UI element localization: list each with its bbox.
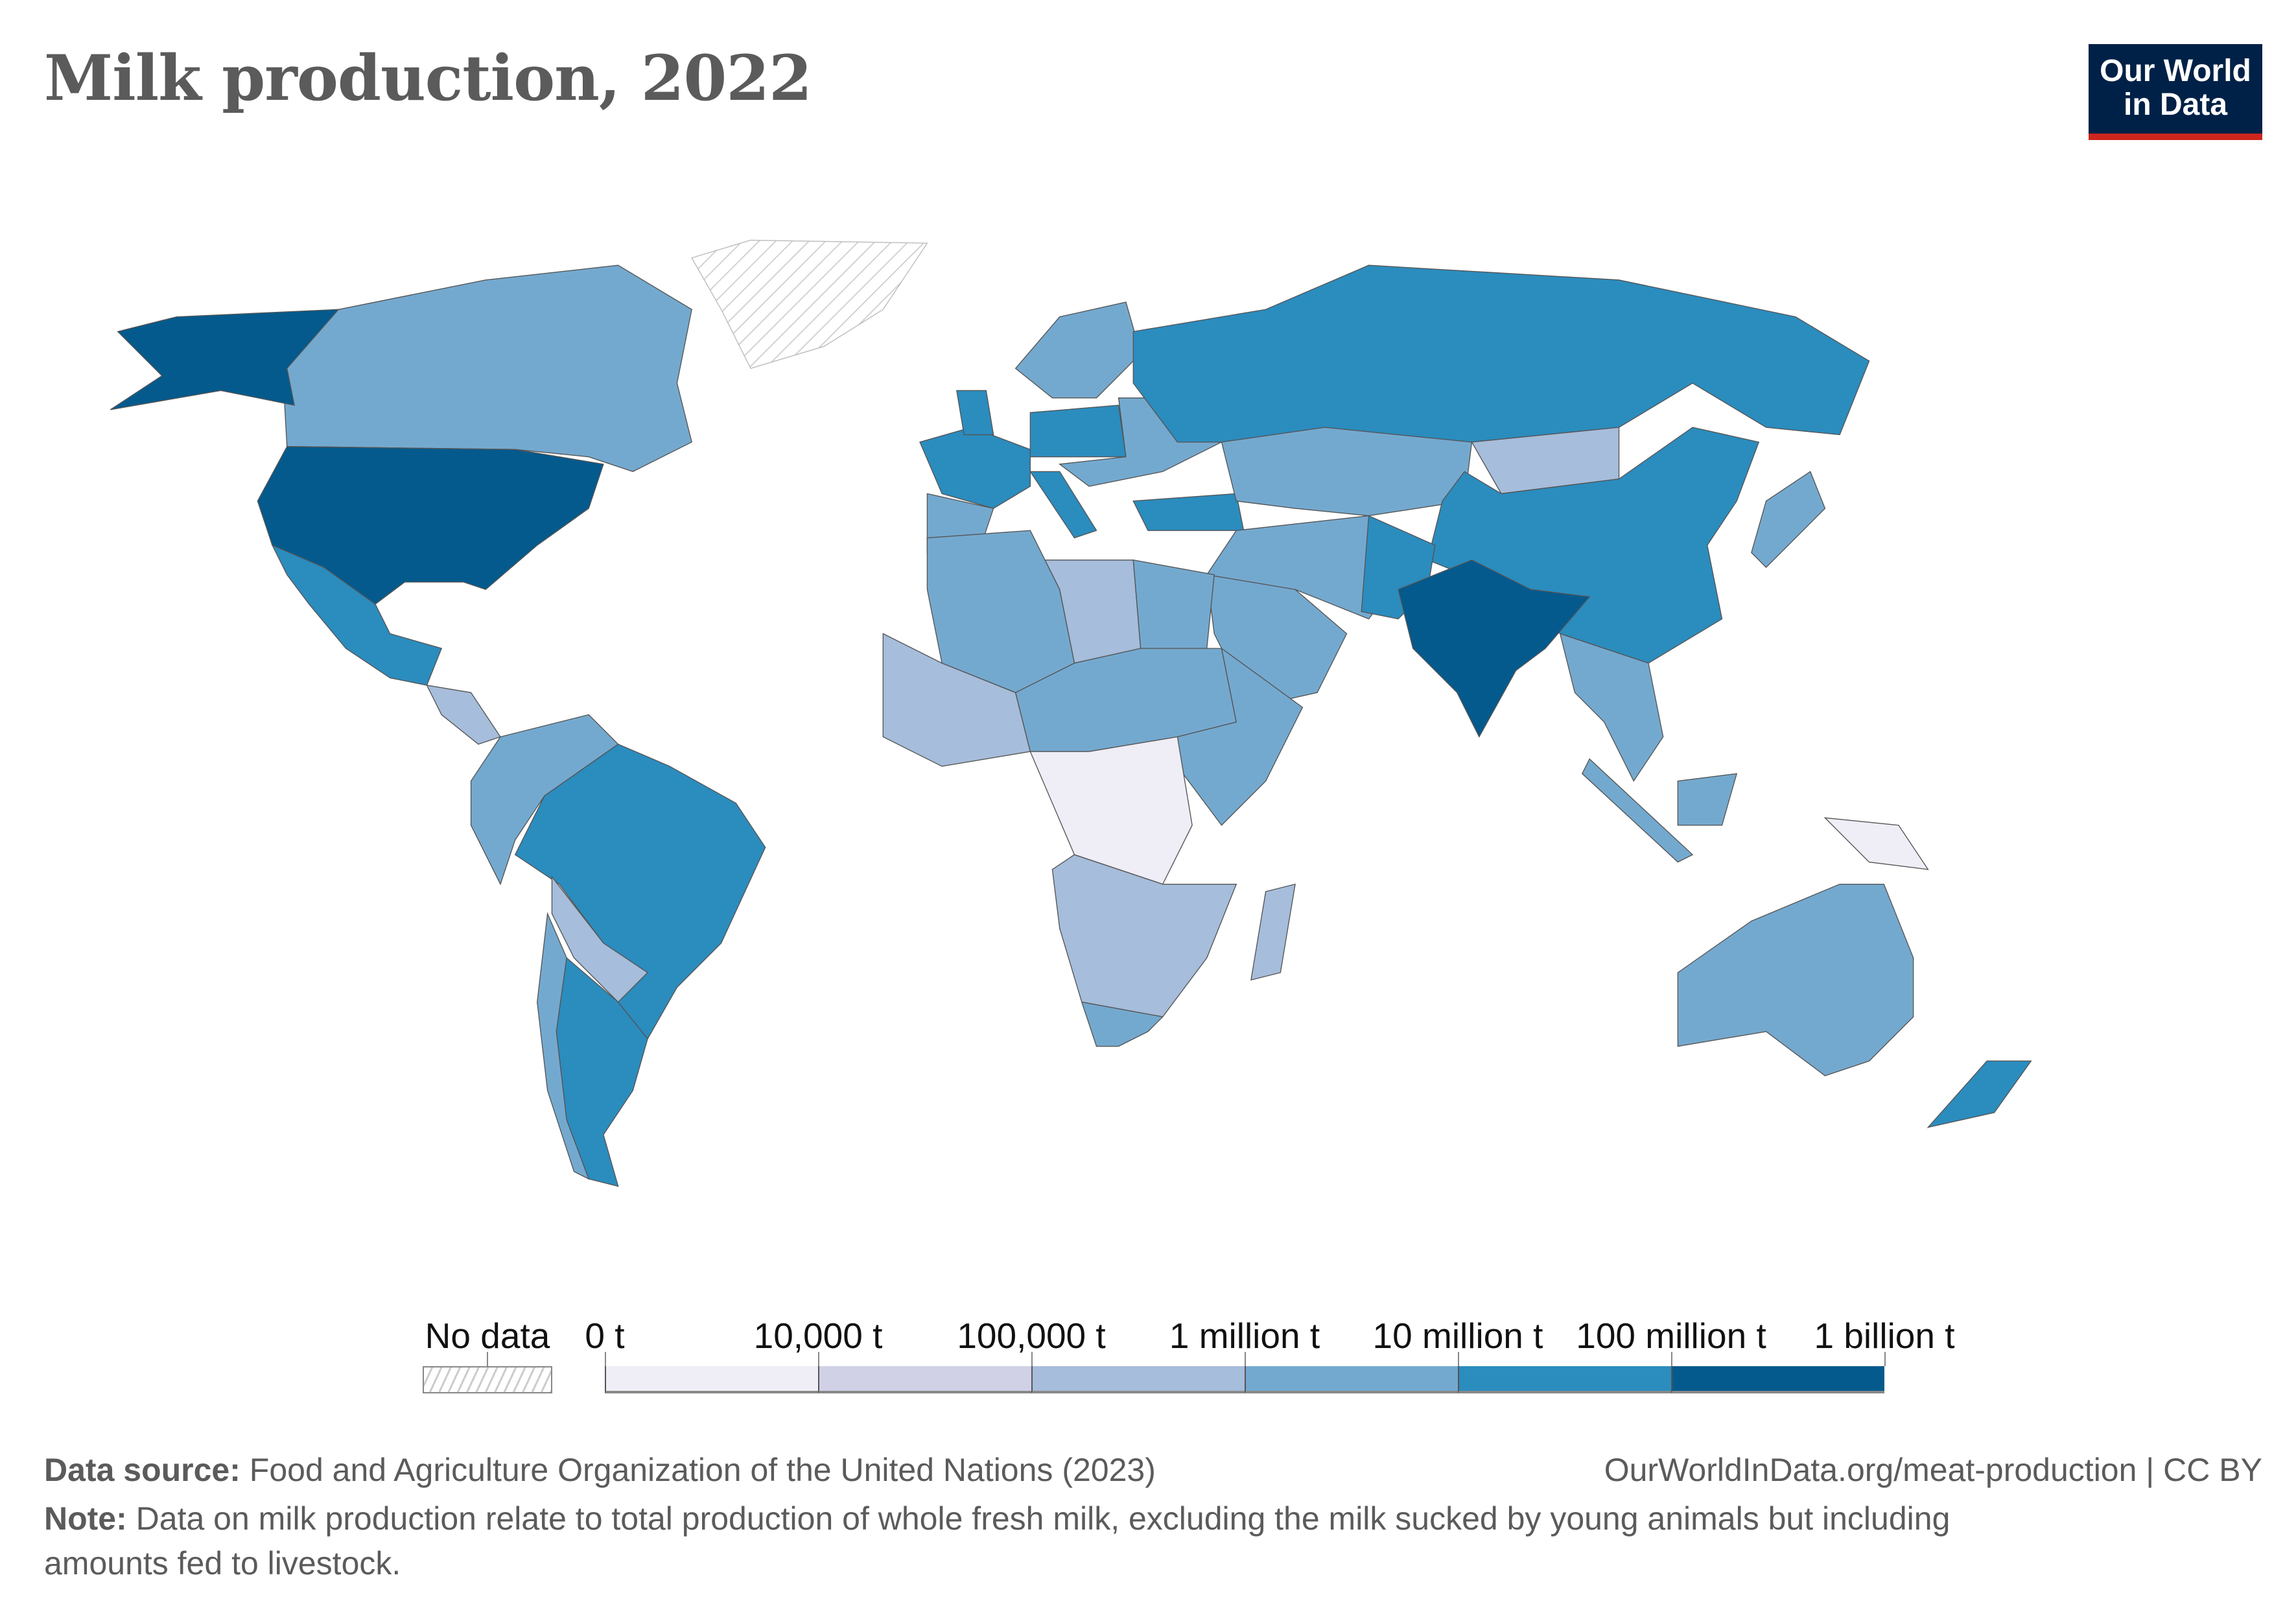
- legend-tick-label: 1 billion t: [1814, 1316, 1955, 1356]
- country-ethiopia-kenya[interactable]: [1177, 647, 1304, 826]
- country-southern-africa[interactable]: [1051, 854, 1237, 1017]
- legend-tick-label: 100,000 t: [957, 1316, 1106, 1356]
- country-central-africa[interactable]: [1029, 736, 1193, 885]
- note: Note: Data on milk production relate to …: [44, 1500, 1950, 1537]
- legend-tick: [1245, 1352, 1246, 1366]
- country-south-africa[interactable]: [1081, 1001, 1164, 1047]
- legend-no-data-swatch[interactable]: [423, 1366, 552, 1393]
- country-germany-poland[interactable]: [1029, 405, 1127, 458]
- logo-line1: Our World: [2100, 54, 2251, 88]
- chart-title: Milk production, 2022: [44, 41, 812, 115]
- data-source: Data source: Food and Agriculture Organi…: [44, 1452, 1156, 1488]
- legend-bin[interactable]: [605, 1366, 818, 1393]
- country-canada[interactable]: [279, 265, 692, 473]
- country-sumatra[interactable]: [1581, 758, 1694, 863]
- country-chile[interactable]: [537, 912, 590, 1180]
- country-papua[interactable]: [1823, 817, 1929, 870]
- country-borneo[interactable]: [1677, 773, 1738, 826]
- country-greenland[interactable]: [691, 239, 928, 369]
- legend-tick-label: 0 t: [585, 1316, 625, 1356]
- legend-tick: [1458, 1352, 1459, 1366]
- legend-bin[interactable]: [818, 1366, 1031, 1393]
- legend-tick-label: 10 million t: [1372, 1316, 1543, 1356]
- legend-no-data-label: No data: [425, 1316, 550, 1356]
- legend-bin[interactable]: [1458, 1366, 1671, 1393]
- legend-tick: [818, 1352, 819, 1366]
- country-new-zealand[interactable]: [1927, 1060, 2032, 1128]
- country-china[interactable]: [1427, 427, 1760, 664]
- country-central-america[interactable]: [426, 684, 502, 745]
- country-southeast-asia[interactable]: [1559, 633, 1664, 782]
- owid-logo[interactable]: Our World in Data: [2089, 44, 2262, 140]
- legend-tick-label: 10,000 t: [753, 1316, 883, 1356]
- legend-bin[interactable]: [1671, 1366, 1884, 1393]
- country-madagascar[interactable]: [1250, 883, 1296, 981]
- note-continued: amounts fed to livestock.: [44, 1545, 401, 1581]
- source-url-link[interactable]: OurWorldInData.org/meat-production | CC …: [1604, 1452, 2262, 1488]
- legend-tick: [1031, 1352, 1033, 1366]
- country-brazil[interactable]: [514, 743, 766, 1040]
- legend-tick: [1884, 1352, 1886, 1366]
- legend-bin[interactable]: [1031, 1366, 1245, 1393]
- country-alaska-united-states-[interactable]: [110, 309, 340, 410]
- country-scandinavia[interactable]: [1014, 302, 1142, 399]
- country-russia[interactable]: [1132, 265, 1870, 443]
- country-united-kingdom[interactable]: [956, 390, 994, 436]
- legend-tick: [1671, 1352, 1672, 1366]
- legend-tick: [605, 1352, 606, 1366]
- legend-tick-label: 100 million t: [1576, 1316, 1766, 1356]
- country-japan[interactable]: [1751, 471, 1826, 568]
- country-colombia-venezuela-peru[interactable]: [470, 714, 619, 886]
- logo-line2: in Data: [2123, 88, 2228, 122]
- country-kazakhstan-central-asia[interactable]: [1221, 427, 1473, 517]
- country-australia[interactable]: [1677, 883, 1914, 1076]
- legend-bin[interactable]: [1245, 1366, 1458, 1393]
- country-turkey[interactable]: [1132, 493, 1245, 531]
- country-italy[interactable]: [1029, 471, 1097, 539]
- country-egypt[interactable]: [1132, 559, 1215, 649]
- country-india[interactable]: [1398, 559, 1591, 738]
- legend-tick-label: 1 million t: [1169, 1316, 1320, 1356]
